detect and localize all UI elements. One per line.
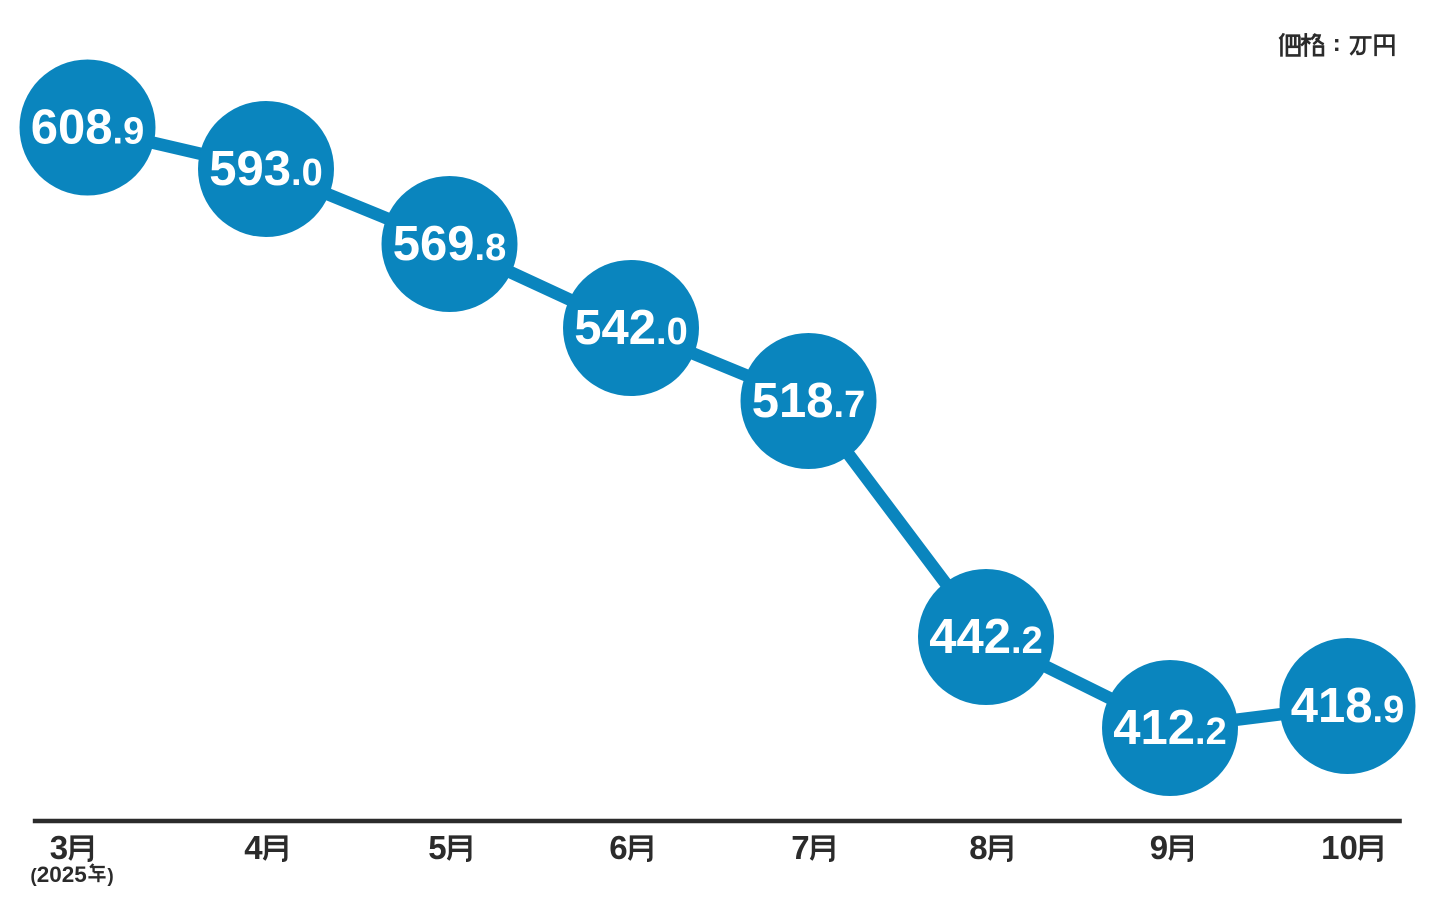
svg-text:5: 5 xyxy=(428,829,446,866)
svg-text:6: 6 xyxy=(609,829,627,866)
svg-text:(2025: (2025 xyxy=(30,862,86,887)
svg-text:8: 8 xyxy=(969,829,987,866)
svg-text:): ) xyxy=(107,866,113,887)
svg-text:593.0: 593.0 xyxy=(209,142,322,196)
svg-text:4: 4 xyxy=(244,829,263,866)
svg-text:10: 10 xyxy=(1321,829,1358,866)
svg-text:9: 9 xyxy=(1150,829,1168,866)
svg-text:569.8: 569.8 xyxy=(393,217,506,271)
svg-text:3: 3 xyxy=(50,829,68,866)
svg-text:7: 7 xyxy=(791,829,809,866)
